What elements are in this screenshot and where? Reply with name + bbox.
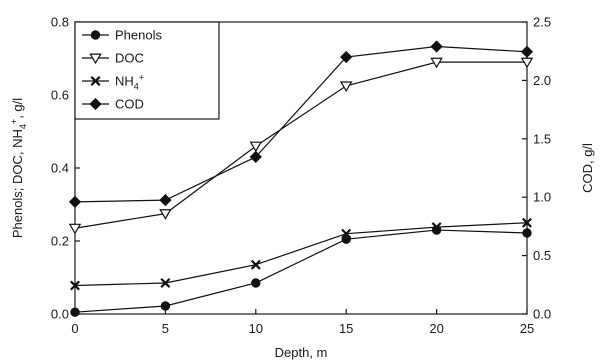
legend-marker — [89, 53, 102, 65]
legend-marker — [90, 30, 101, 40]
series-line — [74, 222, 528, 287]
legend-label: COD — [115, 97, 144, 112]
data-point — [520, 57, 534, 69]
data-point — [159, 194, 172, 207]
data-point — [250, 259, 261, 270]
legend-marker — [90, 76, 101, 86]
data-point — [341, 228, 352, 239]
series-line — [74, 45, 528, 203]
data-point — [68, 223, 82, 235]
series-line — [74, 61, 527, 229]
y-tick-label: 0.8 — [51, 15, 69, 30]
legend-label: NH4+ — [115, 73, 144, 92]
legend-label: Phenols — [115, 28, 162, 43]
series-1 — [68, 57, 534, 235]
series-layer — [68, 40, 534, 317]
data-point — [520, 45, 534, 58]
series-2 — [70, 217, 532, 291]
y2-tick-label: 2.5 — [533, 15, 551, 30]
data-point — [340, 50, 353, 64]
data-point — [70, 280, 80, 291]
legend-label: DOC — [115, 51, 144, 66]
data-point — [68, 195, 82, 208]
data-point — [160, 277, 171, 288]
data-point — [159, 209, 172, 220]
data-point — [249, 141, 263, 153]
series-0 — [70, 225, 532, 317]
x-tick-label: 25 — [520, 321, 534, 336]
x-tick-label: 0 — [71, 321, 78, 336]
legend: Phenols DOC NH4+ COD — [74, 21, 220, 120]
data-point — [160, 301, 171, 311]
series-3 — [68, 40, 534, 208]
data-point — [251, 278, 261, 288]
y2-tick-label: 1.0 — [533, 190, 551, 205]
axes: 0 5 10 15 20 250.00.20.40.60.80.00.51.01.52.0… — [9, 15, 595, 360]
legend-marker — [89, 97, 102, 111]
data-point — [522, 217, 532, 228]
y-tick-label: 0.6 — [51, 88, 69, 103]
y2-tick-label: 1.5 — [533, 131, 551, 146]
y2-tick-label: 2.0 — [533, 73, 551, 88]
series-line — [74, 229, 528, 313]
x-tick-label: 15 — [339, 321, 353, 336]
y-tick-label: 0.4 — [51, 161, 69, 176]
data-point — [431, 222, 442, 233]
y2-tick-label: 0.0 — [533, 307, 551, 322]
y2-tick-label: 0.5 — [533, 248, 551, 263]
x-axis-label: Depth, m — [275, 345, 328, 360]
y-tick-label: 0.0 — [51, 307, 69, 322]
data-point — [430, 57, 443, 69]
data-point — [70, 307, 80, 317]
x-tick-label: 10 — [249, 321, 263, 336]
y-tick-label: 0.2 — [51, 234, 69, 249]
data-point — [430, 40, 443, 53]
x-tick-label: 5 — [162, 321, 169, 336]
data-point — [339, 81, 353, 92]
data-point — [249, 150, 262, 164]
data-point — [522, 228, 532, 238]
y2-axis-label: COD, g/l — [580, 143, 595, 193]
x-tick-label: 20 — [429, 321, 443, 336]
y-axis-label: Phenols; DOC, NH4+, g/l — [9, 98, 28, 238]
